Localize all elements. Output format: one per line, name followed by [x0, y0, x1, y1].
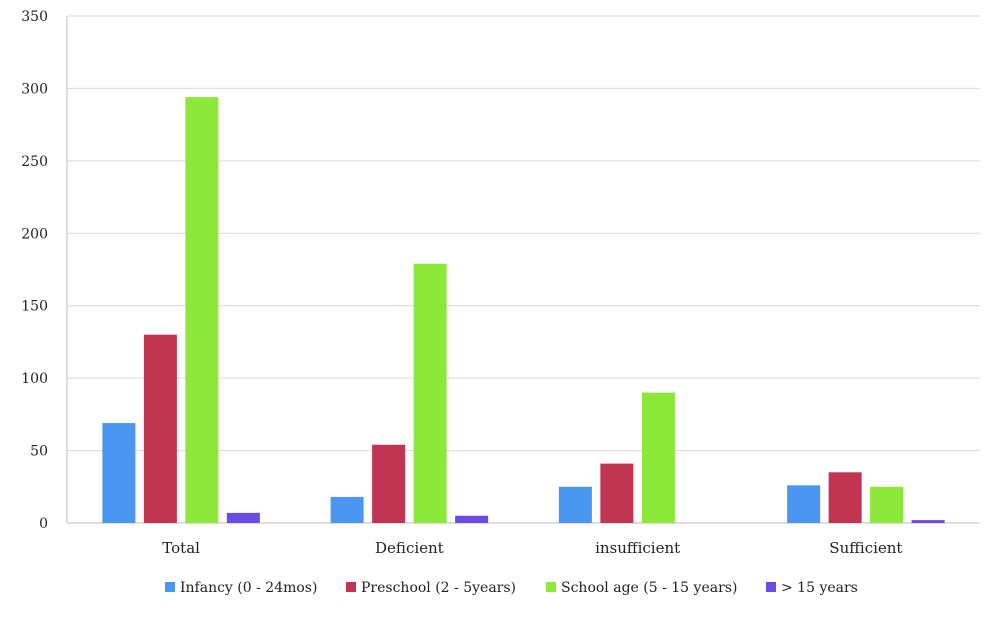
x-category-label: insufficient [595, 539, 680, 557]
bar-3-2 [870, 486, 904, 523]
bar-1-1 [372, 444, 406, 523]
legend-label: > 15 years [781, 580, 858, 596]
bar-0-1 [143, 334, 177, 523]
y-tick-label: 50 [30, 444, 48, 460]
bar-3-0 [787, 485, 821, 523]
legend-label: School age (5 - 15 years) [561, 580, 737, 596]
y-tick-label: 0 [39, 516, 48, 532]
y-tick-label: 300 [21, 81, 48, 97]
y-axis-ticks: 0 50 100 150 200 250 300 350 [21, 9, 48, 532]
legend-swatch [165, 582, 175, 592]
bar-1-0 [330, 496, 364, 523]
bar-2-0 [558, 486, 592, 523]
y-tick-label: 100 [21, 371, 48, 387]
bar-2-1 [600, 463, 634, 523]
legend-item: School age (5 - 15 years) [546, 580, 737, 596]
bar-0-0 [102, 423, 136, 523]
bar-1-3 [455, 515, 489, 523]
legend-swatch [346, 582, 356, 592]
legend-item: > 15 years [766, 580, 858, 596]
y-tick-label: 250 [21, 154, 48, 170]
axes [66, 16, 980, 524]
legend-label: Preschool (2 - 5years) [361, 580, 516, 596]
bar-1-2 [413, 263, 447, 523]
legend-item: Infancy (0 - 24mos) [165, 580, 317, 596]
bars [102, 97, 945, 524]
legend-swatch [546, 582, 556, 592]
bar-2-2 [641, 392, 675, 523]
bar-0-2 [185, 97, 219, 524]
y-tick-label: 200 [21, 226, 48, 242]
x-category-label: Deficient [375, 539, 444, 557]
legend: Infancy (0 - 24mos) Preschool (2 - 5years… [165, 580, 858, 596]
x-axis-categories: Total Deficient insufficient Sufficient [162, 539, 902, 557]
gridlines [67, 15, 980, 452]
legend-label: Infancy (0 - 24mos) [180, 580, 317, 596]
bar-0-3 [226, 512, 260, 523]
x-category-label: Sufficient [829, 539, 902, 557]
y-tick-label: 150 [21, 299, 48, 315]
x-category-label: Total [162, 539, 200, 557]
bar-3-1 [828, 472, 862, 523]
bar-3-3 [911, 520, 945, 523]
legend-swatch [766, 582, 776, 592]
y-tick-label: 350 [21, 9, 48, 25]
legend-item: Preschool (2 - 5years) [346, 580, 516, 596]
